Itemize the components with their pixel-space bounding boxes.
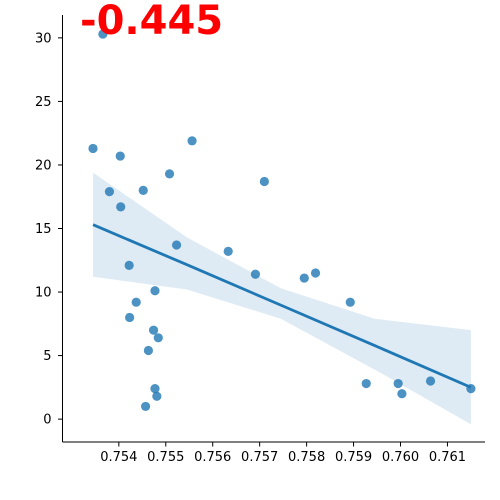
data-point (164, 169, 175, 179)
data-point (299, 273, 309, 283)
y-tick-label: 0 (43, 413, 51, 428)
data-point (150, 384, 160, 394)
data-point (397, 389, 407, 399)
x-tick-label: 0.758 (288, 450, 325, 465)
data-point (143, 345, 154, 356)
x-tick-label: 0.761 (429, 450, 466, 465)
y-tick-label: 10 (35, 286, 52, 301)
data-point (98, 29, 108, 39)
y-tick-label: 20 (35, 158, 52, 173)
data-point (153, 333, 163, 343)
data-point (361, 378, 371, 389)
data-point (250, 269, 261, 279)
data-point (259, 176, 269, 187)
y-tick-label: 15 (35, 222, 52, 237)
y-tick-label: 5 (43, 349, 51, 364)
data-point (466, 384, 476, 394)
data-point (171, 240, 182, 250)
data-point (131, 297, 141, 307)
data-point (138, 185, 148, 195)
x-tick-label: 0.757 (241, 450, 278, 465)
data-point (223, 246, 233, 256)
x-tick-label: 0.759 (335, 450, 372, 465)
data-point (150, 286, 160, 296)
data-point (152, 391, 162, 401)
data-point (310, 268, 321, 278)
y-tick-label: 25 (35, 95, 52, 110)
x-tick-label: 0.754 (100, 450, 137, 465)
data-point (125, 312, 135, 323)
data-point (104, 187, 115, 197)
data-point (425, 376, 436, 386)
regression-line (92, 223, 472, 389)
data-point (115, 151, 125, 161)
data-point (345, 297, 355, 307)
data-point (140, 401, 151, 412)
data-point (116, 202, 126, 212)
confidence-band (93, 172, 471, 425)
y-tick-label: 30 (35, 31, 52, 46)
x-tick-label: 0.755 (147, 450, 184, 465)
data-point (88, 143, 98, 154)
data-point (393, 378, 403, 389)
data-point (187, 136, 197, 146)
x-tick-label: 0.760 (382, 450, 419, 465)
x-tick-label: 0.756 (194, 450, 231, 465)
data-point (148, 325, 159, 335)
data-point (124, 260, 134, 270)
correlation-annotation: -0.445 (80, 0, 223, 44)
